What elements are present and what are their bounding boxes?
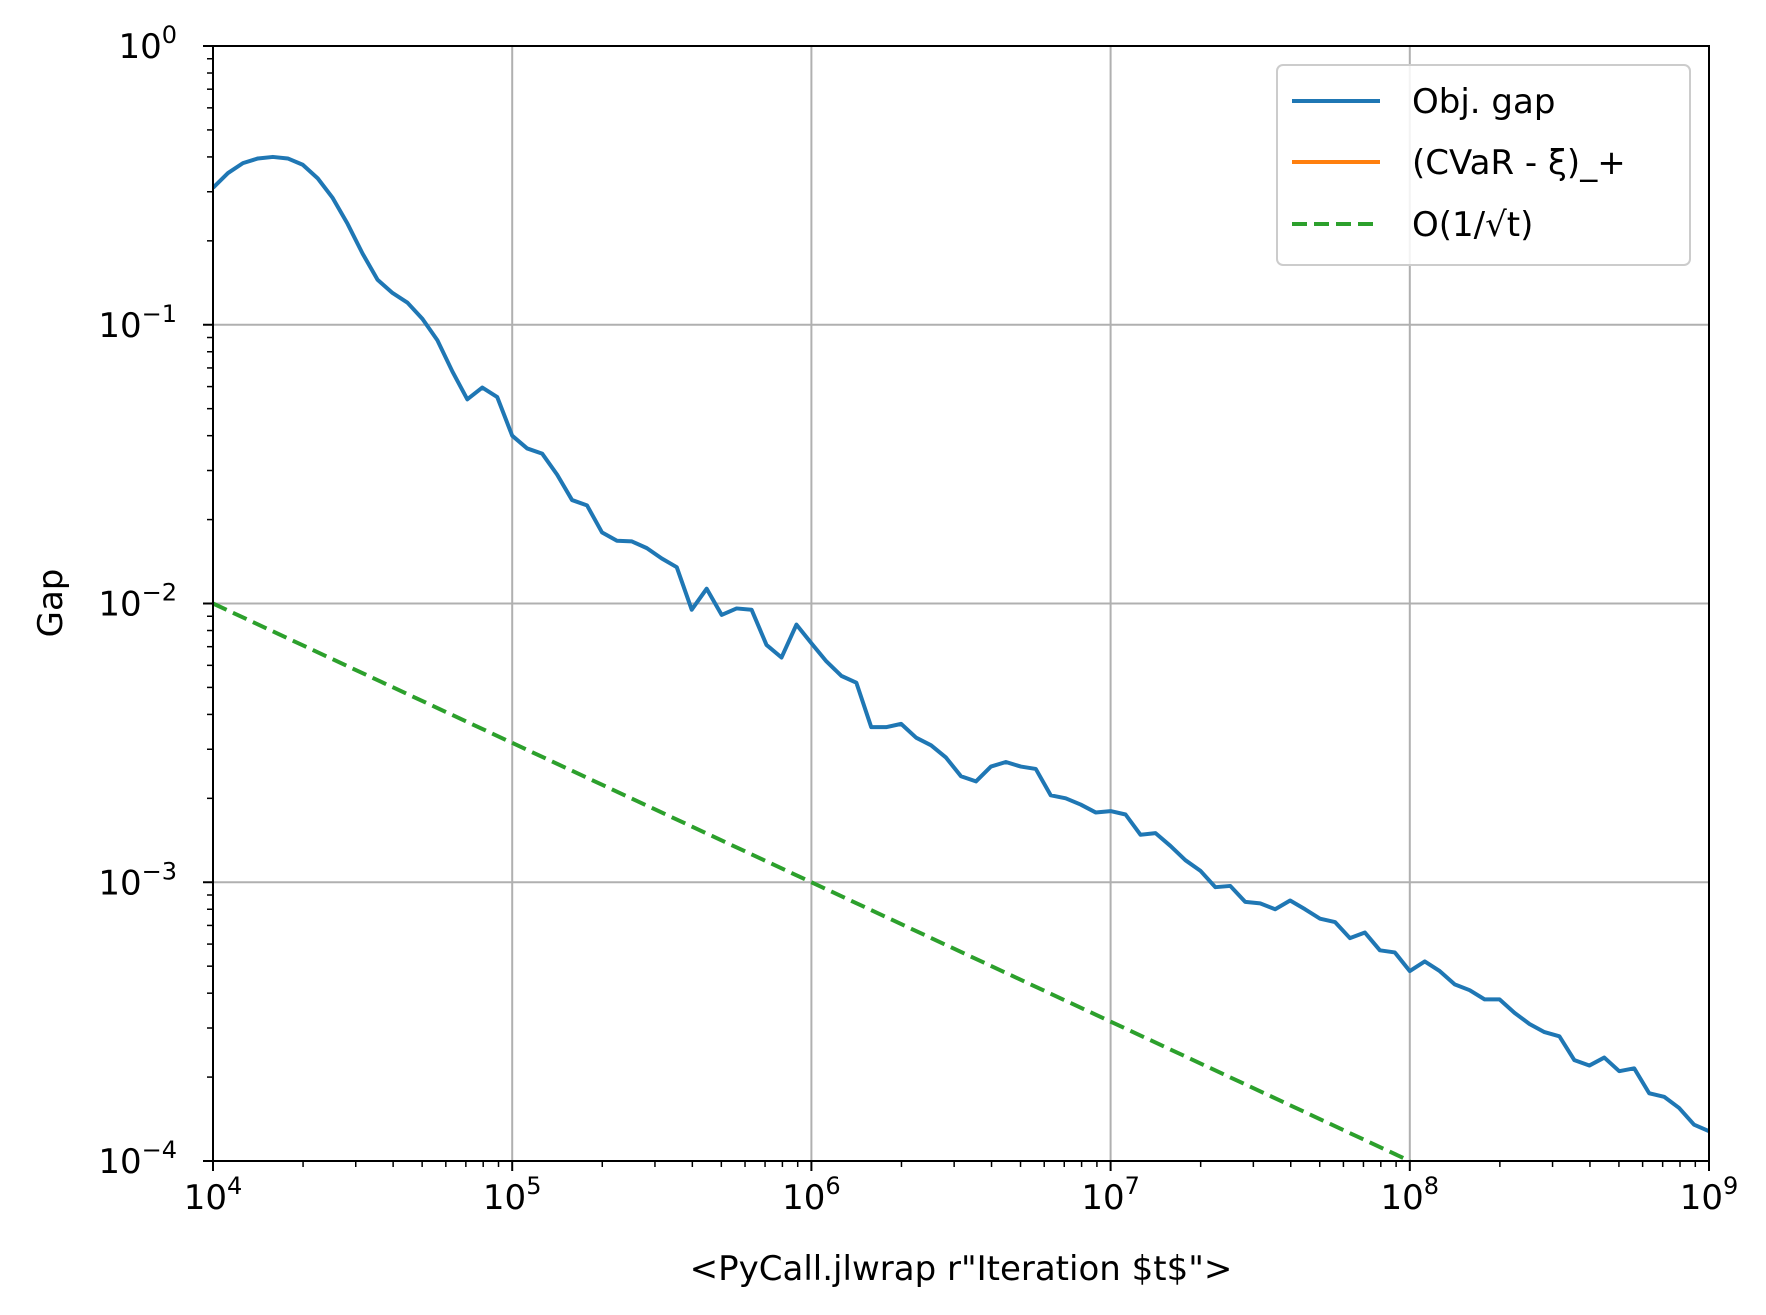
y-tick-exponent: −2 bbox=[142, 579, 177, 607]
legend-label-obj-gap: Obj. gap bbox=[1412, 82, 1555, 122]
y-tick-label: 10−1 bbox=[98, 300, 177, 346]
y-tick-label: 100 bbox=[118, 21, 177, 67]
y-tick-label: 10−4 bbox=[98, 1136, 177, 1182]
x-tick-exponent: 7 bbox=[1125, 1172, 1140, 1200]
series-layer bbox=[213, 154, 1709, 1161]
x-tick-labels: 104 105 106 107 108 109 bbox=[184, 1172, 1739, 1218]
series-line-2 bbox=[213, 601, 1411, 1161]
x-tick-base: 10 bbox=[1680, 1178, 1723, 1218]
x-tick-label: 109 bbox=[1680, 1172, 1739, 1218]
y-tick-base: 10 bbox=[98, 585, 141, 625]
legend: Obj. gap (CVaR - ξ)_+ O(1/√t) bbox=[1276, 64, 1691, 266]
x-tick-exponent: 5 bbox=[526, 1172, 541, 1200]
x-tick-label: 106 bbox=[782, 1172, 841, 1218]
y-tick-base: 10 bbox=[98, 863, 141, 903]
minor-ticks bbox=[207, 58, 1697, 1167]
legend-label-cvar: (CVaR - ξ)_+ bbox=[1412, 143, 1626, 183]
x-tick-exponent: 8 bbox=[1424, 1172, 1439, 1200]
x-tick-base: 10 bbox=[1081, 1178, 1124, 1218]
y-tick-exponent: −3 bbox=[142, 857, 177, 885]
y-axis-label: Gap bbox=[31, 569, 71, 638]
y-tick-base: 10 bbox=[98, 306, 141, 346]
x-tick-label: 105 bbox=[483, 1172, 542, 1218]
x-tick-base: 10 bbox=[1381, 1178, 1424, 1218]
x-tick-base: 10 bbox=[184, 1178, 227, 1218]
x-tick-exponent: 6 bbox=[825, 1172, 840, 1200]
x-tick-exponent: 4 bbox=[227, 1172, 242, 1200]
x-axis-label: <PyCall.jlwrap r"Iteration $t$"> bbox=[690, 1249, 1233, 1289]
x-tick-label: 108 bbox=[1381, 1172, 1440, 1218]
major-ticks bbox=[203, 45, 1710, 1171]
y-tick-exponent: 0 bbox=[162, 21, 177, 49]
series-line-0 bbox=[213, 154, 1709, 1133]
legend-label-reference: O(1/√t) bbox=[1412, 205, 1533, 245]
x-tick-base: 10 bbox=[782, 1178, 825, 1218]
x-tick-exponent: 9 bbox=[1723, 1172, 1738, 1200]
y-tick-label: 10−3 bbox=[98, 857, 177, 903]
y-tick-exponent: −1 bbox=[142, 300, 177, 328]
y-tick-label: 10−2 bbox=[98, 579, 177, 625]
legend-box bbox=[1276, 64, 1691, 266]
x-tick-label: 107 bbox=[1081, 1172, 1140, 1218]
y-tick-base: 10 bbox=[98, 1142, 141, 1182]
x-tick-base: 10 bbox=[483, 1178, 526, 1218]
y-tick-exponent: −4 bbox=[142, 1136, 177, 1164]
x-tick-label: 104 bbox=[184, 1172, 243, 1218]
y-tick-base: 10 bbox=[118, 27, 161, 67]
